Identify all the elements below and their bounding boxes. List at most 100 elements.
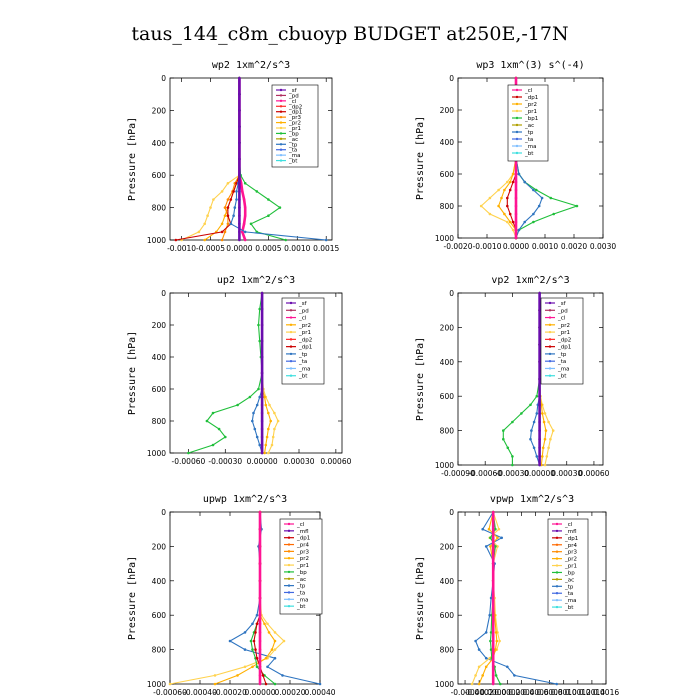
legend-label: _pr2: [564, 557, 577, 563]
legend-marker: [279, 105, 283, 108]
series-bp-point: [255, 190, 259, 193]
series-tp-point: [255, 435, 259, 439]
series-bp-point: [224, 435, 227, 439]
series-bp-point: [529, 403, 532, 407]
series-tp-point: [523, 220, 526, 224]
legend-marker: [515, 95, 519, 99]
series-cl-point: [491, 656, 495, 660]
legend-marker: [515, 130, 519, 134]
y-tick-label: 400: [152, 353, 167, 362]
series-sf-point: [538, 429, 541, 432]
legend-marker: [279, 110, 283, 113]
legend-marker: [279, 132, 283, 135]
series-tp-point: [532, 188, 535, 192]
legend-label: _pr1: [564, 564, 577, 570]
series-pr2-point: [477, 682, 481, 686]
legend-marker: [515, 102, 519, 106]
legend-marker: [279, 115, 283, 119]
series-pr2-point: [267, 427, 270, 431]
series-dp1-point: [511, 220, 515, 224]
series-pr1-point: [266, 622, 269, 626]
series-sf-point: [238, 76, 241, 80]
series-tp-point: [484, 545, 488, 548]
legend-box: [281, 297, 325, 385]
x-tick-label: 0.0004: [508, 688, 534, 697]
series-cl-point: [491, 562, 495, 565]
y-tick-label: 800: [440, 427, 455, 436]
series-tp-point: [232, 214, 235, 217]
panel-title: vp2 1xm^2/s^3: [491, 275, 569, 286]
legend-label: _tp: [288, 142, 298, 148]
x-tick-label: -0.00060: [172, 457, 206, 466]
y-tick-label: 0: [449, 508, 454, 517]
panel-title: wp2 1xm^2/s^3: [212, 60, 290, 71]
series-cl-point: [258, 665, 262, 669]
legend-box: [271, 84, 319, 168]
y-tick-label: 200: [440, 323, 455, 332]
legend-label: _bt: [564, 605, 574, 611]
series-tp-point: [235, 198, 238, 201]
series-tp-point: [229, 222, 233, 226]
series-pr1-point: [549, 437, 552, 441]
panel-title: up2 1xm^2/s^3: [217, 275, 295, 286]
legend-box: [547, 518, 589, 616]
series-sf-point: [238, 157, 241, 161]
series-tp-point: [540, 196, 544, 200]
legend-marker: [279, 99, 283, 103]
legend-label: _pd: [298, 308, 309, 314]
series-pr1-point: [212, 198, 215, 201]
series-pr2-point: [265, 435, 269, 439]
legend-marker: [555, 536, 559, 540]
series-tp-point: [281, 674, 284, 677]
x-tick-label: 0.0012: [565, 688, 591, 697]
series-pr2-point: [541, 446, 545, 450]
series-bp-line: [502, 292, 543, 465]
legend-marker: [287, 591, 291, 594]
series-bp-point: [511, 463, 514, 467]
legend-marker: [287, 529, 291, 533]
x-tick-label: 0.0020: [561, 242, 587, 251]
series-pr1-point: [209, 206, 212, 209]
panel-title: upwp 1xm^2/s^3: [203, 494, 287, 505]
legend-marker: [548, 309, 552, 312]
series-sf-point: [538, 308, 541, 312]
series-tp-point: [535, 455, 539, 458]
legend-label: _pr2: [288, 121, 301, 127]
series-pr2-point: [267, 411, 270, 415]
legend-marker: [279, 137, 283, 141]
series-tp-point: [517, 172, 521, 176]
series-pr1-point: [511, 228, 515, 232]
series-pr2-point: [269, 419, 273, 423]
series-cl-point: [258, 562, 262, 565]
series-pr2-point: [508, 220, 512, 224]
legend-label: _sf: [557, 301, 567, 307]
series-pr2-point: [544, 429, 548, 432]
series-cl-point: [491, 613, 495, 617]
series-cl-point: [491, 536, 495, 540]
series-tp-point: [506, 665, 509, 669]
legend-label: _ta: [524, 137, 533, 143]
legend-label: _pr3: [296, 549, 310, 555]
series-cl-point: [243, 206, 247, 209]
panel-6: vpwp 1xm^2/s^3 0 200 400 600 800 1000-0.0004-0…: [415, 494, 619, 697]
series-bp-point: [502, 429, 505, 432]
series-pr2-point: [511, 172, 515, 176]
series-sf-point: [538, 291, 541, 295]
legend-label: _dp2: [288, 104, 302, 110]
series-pr1-point: [488, 656, 492, 660]
legend-label: _ta: [288, 148, 297, 154]
series-sf-point: [238, 182, 241, 185]
series-sf-point: [538, 437, 541, 441]
series-tp-line: [529, 293, 541, 466]
series-dp1-point: [226, 206, 230, 209]
series-bp-point: [257, 323, 260, 327]
series-sf-point: [260, 339, 264, 343]
series-sf-point: [238, 125, 241, 128]
x-tick-label: 0.0014: [579, 688, 605, 697]
series-cl-point: [258, 639, 262, 643]
legend-marker: [548, 323, 552, 327]
y-tick-label: 400: [440, 358, 455, 367]
legend-label: _dp1: [296, 536, 310, 542]
series-sf-point: [538, 420, 541, 424]
legend-marker: [289, 374, 293, 377]
